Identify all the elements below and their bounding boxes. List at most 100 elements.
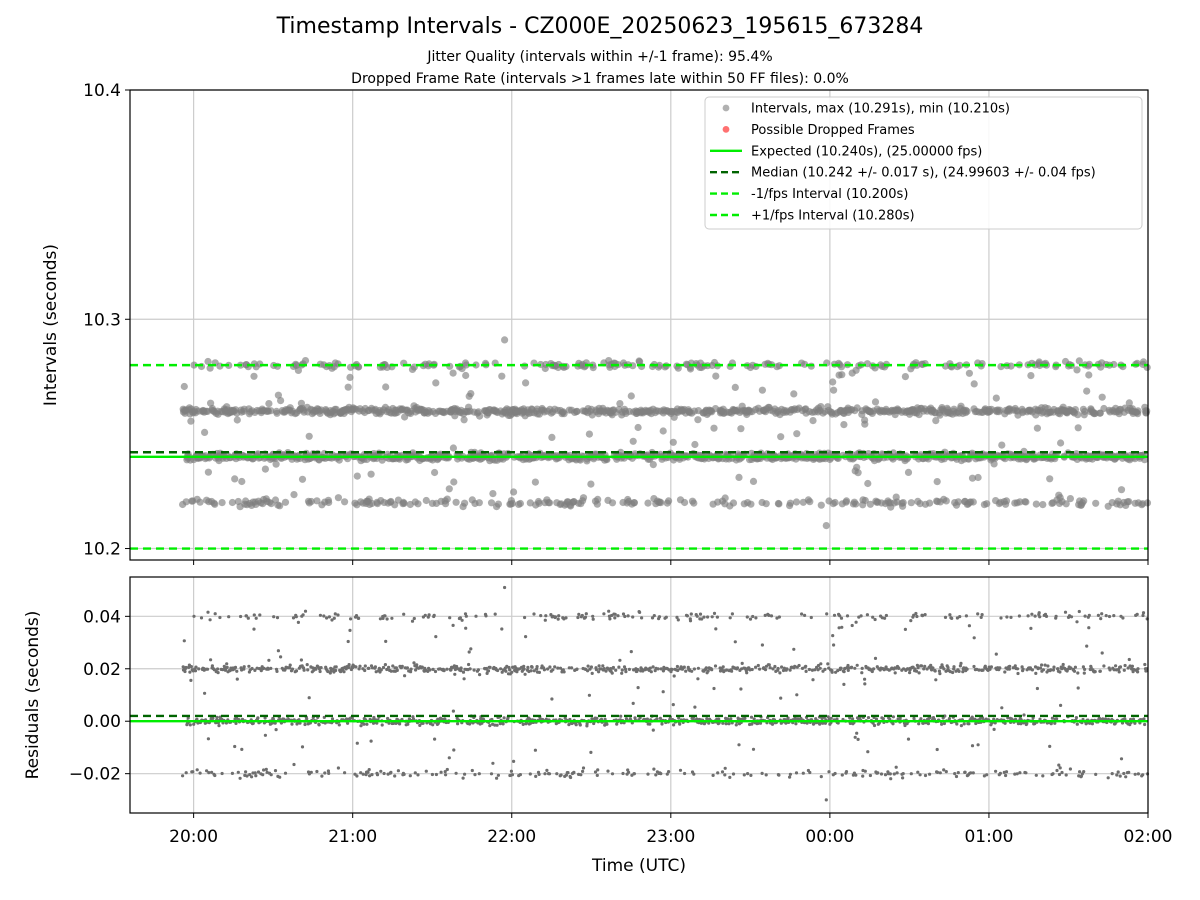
residual-point (920, 614, 925, 618)
residual-point (1013, 772, 1017, 776)
interval-point (1062, 500, 1070, 508)
residual-point (325, 616, 329, 620)
residual-point (1136, 772, 1140, 776)
residual-point (912, 613, 916, 617)
residual-point (892, 772, 896, 776)
residual-point (210, 770, 214, 774)
bottom-y-tick-label: 0.02 (83, 660, 121, 680)
residual-point (808, 770, 812, 775)
residual-point (412, 616, 416, 621)
interval-point (1083, 387, 1091, 395)
residual-point (491, 761, 495, 765)
residual-point (842, 682, 846, 687)
residual-point (1119, 757, 1124, 761)
residual-point (771, 667, 775, 671)
residual-point (884, 613, 889, 618)
residual-point (213, 773, 217, 778)
residual-point (576, 615, 580, 620)
residual-point (315, 769, 319, 774)
residual-point (595, 716, 599, 721)
interval-point (494, 500, 502, 508)
residual-point (427, 613, 431, 617)
residual-point (451, 709, 455, 713)
residual-point (871, 615, 875, 619)
residual-point (415, 663, 419, 667)
residual-point (523, 615, 527, 620)
interval-point (462, 361, 470, 369)
residual-point (365, 722, 369, 726)
interval-point (1143, 407, 1151, 415)
residual-point (948, 613, 952, 617)
legend-marker (722, 125, 730, 133)
residual-point (611, 665, 616, 670)
residual-point (959, 724, 964, 728)
interval-point (334, 494, 342, 502)
residual-point (590, 717, 594, 721)
residual-point (469, 647, 473, 651)
residual-point (1030, 612, 1034, 616)
residual-point (919, 717, 923, 721)
residual-point (394, 666, 398, 670)
residual-point (724, 722, 728, 726)
interval-point (267, 407, 275, 415)
residual-point (915, 614, 919, 619)
residual-point (957, 669, 961, 674)
residual-point (357, 616, 361, 621)
residual-point (521, 722, 525, 727)
interval-point (674, 364, 682, 372)
residual-point (1030, 668, 1034, 672)
residual-point (355, 741, 359, 745)
residual-point (390, 616, 394, 620)
residual-point (727, 722, 731, 726)
residual-point (811, 678, 815, 682)
residual-point (925, 667, 929, 671)
residual-point (261, 773, 265, 777)
residual-point (610, 772, 615, 776)
residual-point (700, 617, 704, 621)
residual-point (992, 717, 996, 721)
interval-point (233, 416, 241, 424)
interval-point (516, 499, 525, 508)
interval-point (276, 502, 284, 510)
residual-point (1038, 666, 1043, 670)
residual-point (1090, 722, 1094, 726)
interval-point (535, 499, 543, 507)
residual-point (844, 770, 849, 774)
residual-point (256, 716, 260, 720)
residual-point (470, 768, 474, 773)
interval-point (1073, 366, 1081, 374)
residual-point (767, 613, 771, 618)
residual-point (205, 667, 210, 671)
interval-point (1033, 424, 1041, 432)
residual-point (823, 667, 827, 672)
residual-point (543, 772, 547, 776)
residual-point (348, 628, 352, 633)
residual-point (979, 615, 983, 620)
residual-point (754, 665, 758, 669)
residual-point (510, 773, 514, 777)
residual-point (250, 666, 254, 671)
residual-point (720, 770, 725, 774)
interval-point (933, 478, 941, 486)
residual-point (1141, 613, 1145, 618)
residual-point (574, 723, 578, 727)
residual-point (651, 665, 655, 669)
residual-point (262, 666, 266, 670)
residual-point (383, 614, 387, 618)
residual-point (893, 671, 897, 675)
residual-point (424, 769, 428, 773)
interval-point (786, 499, 795, 507)
residual-point (218, 615, 222, 620)
interval-point (1117, 486, 1126, 494)
residual-point (608, 617, 612, 621)
residual-point (416, 773, 420, 777)
top-reference-lines (130, 363, 1148, 550)
residual-point (266, 667, 270, 671)
residual-point (263, 733, 267, 737)
interval-point (817, 501, 825, 509)
interval-point (954, 498, 962, 506)
residual-point (239, 614, 243, 619)
residual-point (236, 770, 240, 774)
interval-point (445, 485, 453, 493)
residual-point (572, 770, 576, 775)
